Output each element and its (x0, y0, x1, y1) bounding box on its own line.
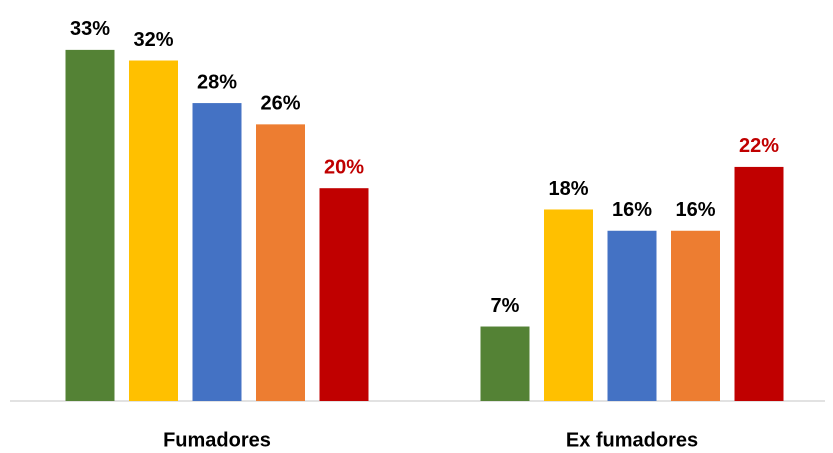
bar (734, 166, 784, 401)
data-label: 32% (133, 29, 173, 51)
bar (192, 103, 242, 401)
data-label: 16% (612, 199, 652, 221)
bar (319, 188, 369, 401)
x-tick-label: Fumadores (163, 429, 271, 451)
bar (256, 124, 305, 402)
data-label: 28% (197, 71, 237, 93)
x-tick-label: Ex fumadores (566, 429, 698, 451)
data-label: 18% (548, 178, 588, 200)
bar (544, 209, 593, 401)
data-label: 33% (70, 18, 110, 40)
bar (671, 230, 720, 401)
data-label: 20% (324, 156, 364, 178)
data-label: 16% (675, 199, 715, 221)
bar (607, 230, 657, 401)
data-label: 26% (260, 93, 300, 115)
data-label: 22% (739, 135, 779, 157)
bar (65, 49, 115, 401)
bar (129, 60, 178, 402)
bar (480, 326, 530, 401)
data-label: 7% (491, 295, 520, 317)
